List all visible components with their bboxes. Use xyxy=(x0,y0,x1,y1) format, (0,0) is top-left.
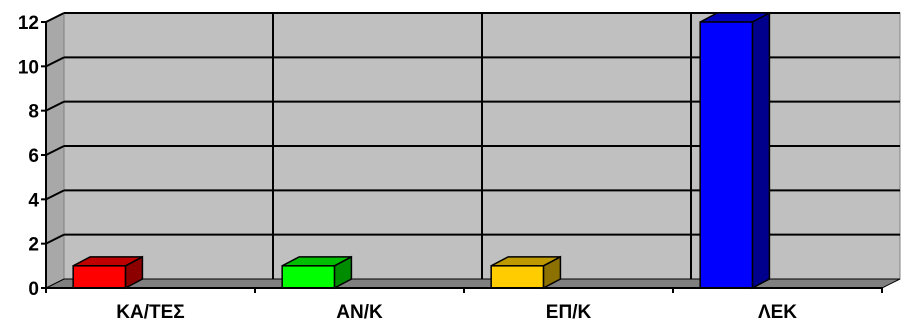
y-axis-ticks: 0 2 4 6 8 10 12 xyxy=(18,13,40,300)
plot-area xyxy=(45,12,901,289)
bar-4 xyxy=(699,11,771,290)
y-tick-label-4: 4 xyxy=(28,190,39,211)
floor xyxy=(45,278,901,289)
gridline-side-6 xyxy=(45,145,65,156)
bar-front xyxy=(281,265,336,289)
bar-1 xyxy=(72,255,144,290)
y-tick-label-12: 12 xyxy=(18,13,39,34)
bar-2 xyxy=(281,255,353,290)
bar-front xyxy=(72,265,127,289)
y-tick-label-6: 6 xyxy=(28,146,39,167)
y-tick-label-0: 0 xyxy=(28,279,39,300)
y-tick-label-8: 8 xyxy=(28,102,39,123)
x-axis-ticks: ΚΑ/ΤΕΣ ΑΝ/Κ ΕΠ/Κ ΛΕΚ xyxy=(116,302,797,323)
x-tick-label-2: ΑΝ/Κ xyxy=(336,302,383,323)
axes xyxy=(41,21,883,293)
y-tick-label-10: 10 xyxy=(18,57,39,78)
x-tick-label-1: ΚΑ/ΤΕΣ xyxy=(116,302,184,323)
gridline-side-4 xyxy=(45,189,65,201)
x-tick-label-4: ΛΕΚ xyxy=(758,302,797,323)
bar-front xyxy=(699,21,754,289)
x-tick-label-3: ΕΠ/Κ xyxy=(546,302,592,323)
gridline-side-12 xyxy=(45,12,65,23)
gridline-side-8 xyxy=(45,100,65,112)
y-tick-label-2: 2 xyxy=(28,235,39,256)
bar-front xyxy=(490,265,545,289)
bar-side xyxy=(751,11,771,290)
gridline-side-10 xyxy=(45,56,65,68)
bars xyxy=(72,11,771,290)
bar-3 xyxy=(490,255,562,290)
gridline-side-2 xyxy=(45,233,65,245)
